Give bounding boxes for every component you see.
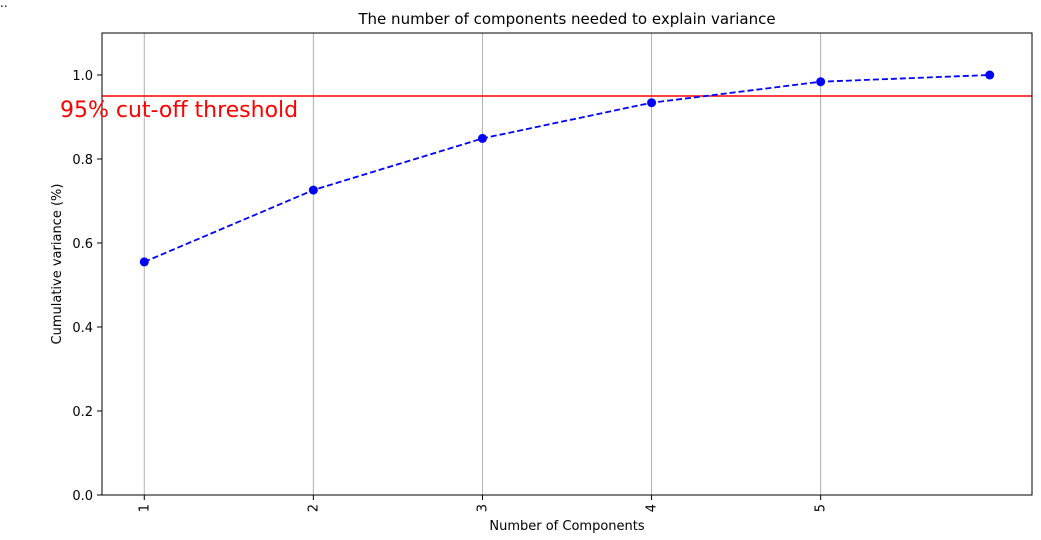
series-layer bbox=[139, 70, 995, 267]
axis-layer: 1 2 3 4 5 0.0 0.2 0.4 0.6 0.8 1.0 bbox=[72, 69, 828, 512]
data-point bbox=[477, 133, 487, 143]
y-axis-label: Cumulative variance (%) bbox=[50, 184, 65, 345]
data-point bbox=[985, 70, 995, 80]
x-axis-label: Number of Components bbox=[489, 519, 644, 534]
y-tick-label: 0.2 bbox=[72, 405, 93, 420]
x-tick-label: 4 bbox=[645, 504, 660, 512]
plot-frame bbox=[101, 32, 1033, 496]
x-tick-label: 2 bbox=[306, 504, 321, 512]
data-point bbox=[139, 257, 149, 267]
threshold-label: 95% cut-off threshold bbox=[60, 98, 298, 123]
x-tick-label: 3 bbox=[475, 504, 490, 512]
y-tick-label: 0.8 bbox=[72, 153, 93, 168]
x-tick-label: 5 bbox=[814, 504, 829, 512]
x-tick-label: 1 bbox=[137, 504, 152, 512]
y-tick-label: 0.6 bbox=[72, 237, 93, 252]
data-point bbox=[816, 77, 826, 87]
data-point bbox=[308, 185, 318, 195]
data-point bbox=[647, 98, 657, 108]
y-tick-label: 0.4 bbox=[72, 321, 93, 336]
y-tick-label: 1.0 bbox=[72, 69, 93, 84]
y-tick-label: 0.0 bbox=[72, 489, 93, 504]
corner-mark: .. bbox=[0, 0, 8, 10]
chart-title: The number of components needed to expla… bbox=[357, 10, 775, 28]
series-line bbox=[143, 74, 990, 263]
